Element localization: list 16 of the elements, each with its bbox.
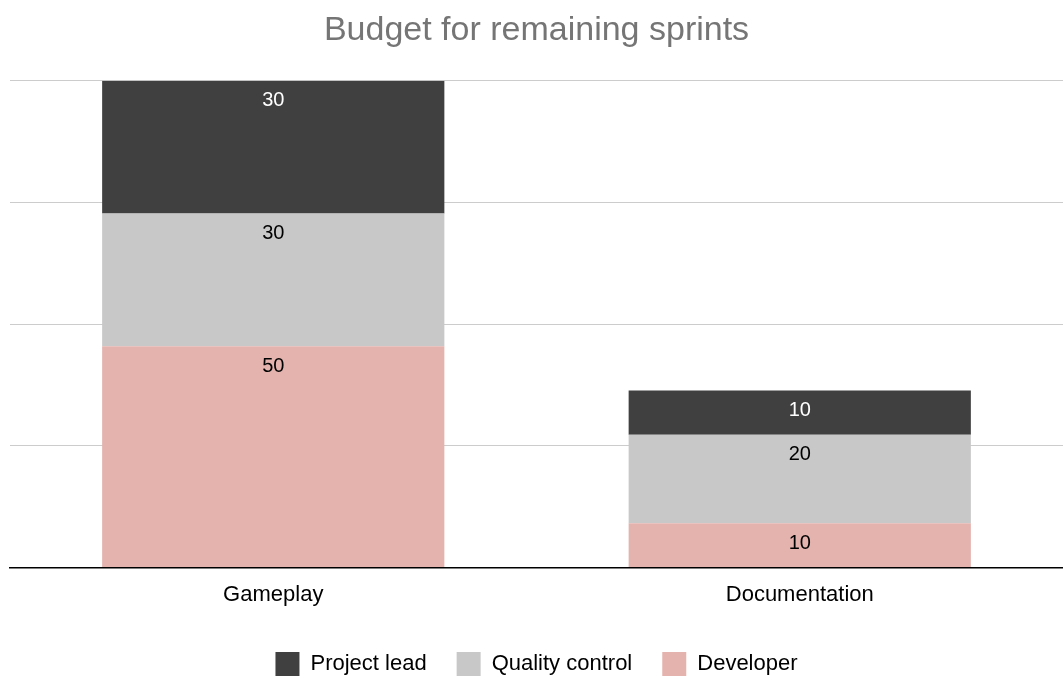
data-label: 10 xyxy=(788,530,811,553)
data-label: 30 xyxy=(262,88,285,111)
legend-label: Project lead xyxy=(310,650,427,676)
data-label: 20 xyxy=(788,442,811,465)
bar xyxy=(628,523,971,568)
data-label: 50 xyxy=(262,353,285,376)
bar xyxy=(102,80,445,214)
bar xyxy=(628,390,971,435)
x-tick-label: Documentation xyxy=(725,580,874,606)
data-label: 10 xyxy=(788,398,811,421)
bar xyxy=(102,346,445,568)
data-label: 30 xyxy=(262,221,285,244)
chart-title: Budget for remaining sprints xyxy=(323,8,750,47)
legend-label: Quality control xyxy=(491,650,633,676)
x-tick-label: Gameplay xyxy=(223,580,324,606)
legend-label: Developer xyxy=(697,650,798,676)
